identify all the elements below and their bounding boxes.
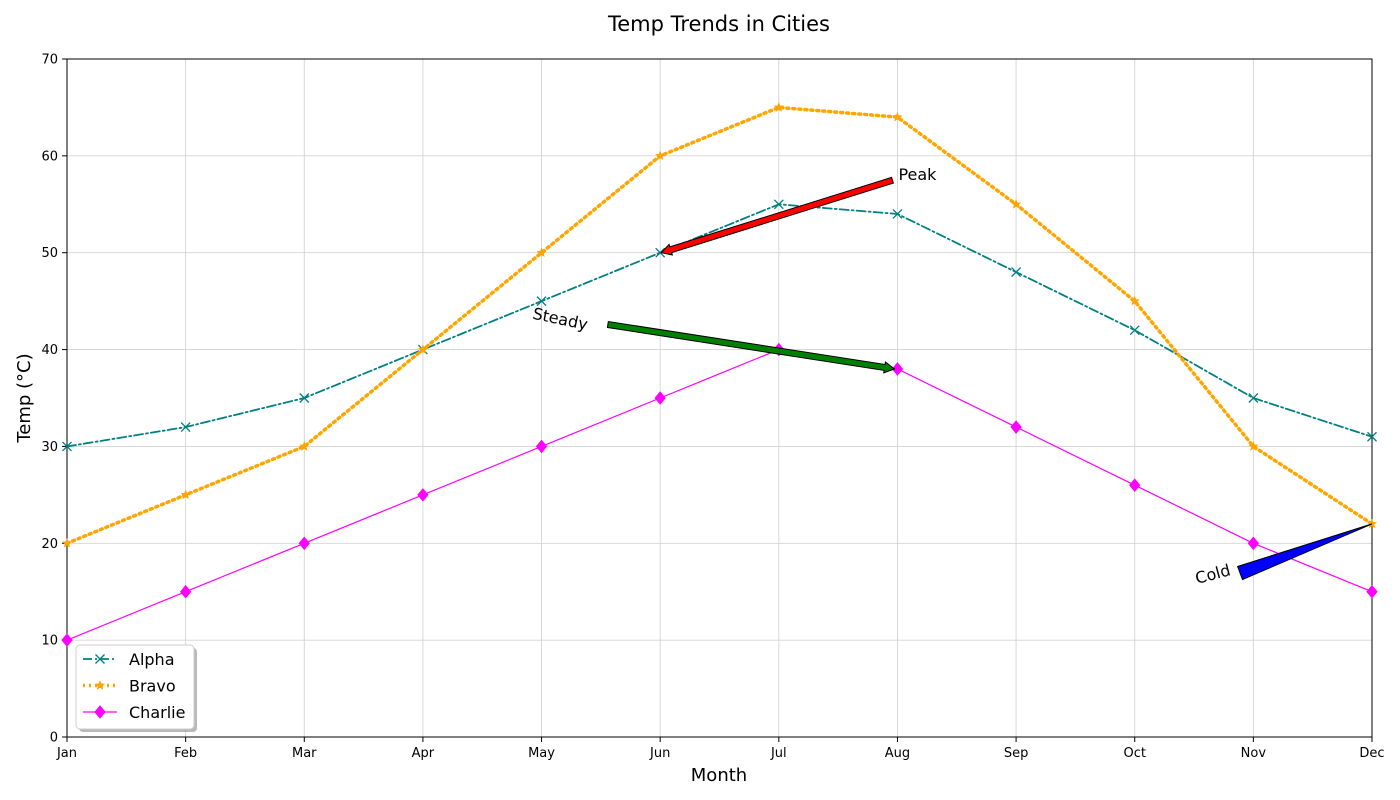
point-marker-diamond — [298, 536, 310, 551]
annotation-label: Peak — [898, 165, 937, 184]
point-marker-star — [892, 111, 903, 122]
y-tick-label: 50 — [41, 246, 58, 261]
y-tick-label: 30 — [41, 440, 58, 455]
annotation-arrow — [660, 176, 894, 256]
x-tick-label: Nov — [1241, 746, 1267, 761]
point-marker-x — [655, 247, 666, 258]
annotation-label: Steady — [531, 304, 589, 334]
point-marker-star — [1366, 518, 1378, 529]
point-marker-x — [773, 199, 784, 210]
point-marker-star — [655, 150, 666, 161]
point-marker-star — [1248, 441, 1259, 451]
legend-box — [75, 644, 195, 730]
chart-title: Temp Trends in Cities — [607, 12, 830, 36]
x-tick-label: Oct — [1123, 746, 1145, 761]
y-tick-label: 70 — [41, 53, 58, 68]
point-marker-x — [1011, 267, 1022, 278]
point-marker-diamond — [654, 391, 666, 405]
y-tick-label: 0 — [50, 731, 58, 746]
point-marker-diamond — [61, 633, 73, 647]
series-line — [65, 105, 1374, 546]
point-marker-x — [299, 393, 310, 403]
x-tick-label: Jul — [770, 746, 787, 761]
point-marker-diamond — [891, 362, 904, 376]
point-marker-diamond — [179, 584, 192, 599]
point-marker-diamond — [1247, 536, 1260, 551]
legend-label-alpha: Alpha — [129, 650, 175, 669]
x-tick-label: Aug — [885, 746, 910, 761]
point-marker-star — [180, 489, 191, 500]
point-marker-diamond — [1010, 420, 1022, 434]
point-marker-x — [1248, 393, 1259, 403]
point-marker-star — [94, 680, 106, 690]
y-axis-label: Temp (°C) — [14, 353, 35, 443]
annotations: Peak Steady Cold — [531, 165, 1373, 588]
annotation-arrow — [1236, 523, 1373, 581]
series-line — [66, 203, 1373, 448]
point-marker-diamond — [417, 488, 429, 502]
point-marker-star — [61, 538, 73, 548]
point-marker-x — [95, 654, 105, 664]
y-axis: 0 10 20 30 40 50 60 70 — [41, 53, 67, 746]
y-tick-label: 10 — [41, 634, 58, 649]
y-tick-label: 20 — [41, 537, 58, 552]
x-tick-label: Apr — [412, 746, 435, 761]
x-axis-label: Month — [691, 765, 747, 786]
point-marker-x — [62, 441, 72, 452]
point-marker-diamond — [94, 705, 106, 719]
x-tick-label: Jan — [56, 746, 77, 761]
series-charlie — [61, 342, 1378, 647]
point-marker-star — [417, 344, 428, 354]
point-marker-x — [1129, 325, 1140, 336]
grid-lines — [66, 58, 1373, 738]
x-tick-label: Sep — [1004, 746, 1029, 761]
y-tick-label: 40 — [41, 343, 58, 358]
y-tick-label: 60 — [41, 149, 58, 164]
x-axis: Jan Feb Mar Apr May Jun Jul Aug Sep Oct Nov Dec — [56, 737, 1385, 761]
point-marker-star — [1129, 295, 1140, 306]
point-marker-x — [180, 422, 191, 433]
x-tick-label: Jun — [649, 746, 670, 761]
point-marker-diamond — [1129, 478, 1141, 492]
legend: Alpha Bravo Charlie — [75, 644, 197, 732]
legend-label-bravo: Bravo — [129, 677, 176, 696]
x-tick-label: May — [528, 746, 555, 761]
point-marker-x — [892, 209, 903, 219]
point-marker-star — [299, 441, 310, 451]
point-marker-x — [536, 296, 547, 307]
series-bravo — [61, 102, 1378, 548]
point-marker-diamond — [535, 439, 548, 454]
x-tick-label: Mar — [292, 746, 317, 761]
annotation-arrow — [606, 320, 896, 374]
plot-frame — [66, 58, 1373, 738]
x-tick-label: Dec — [1359, 746, 1384, 761]
point-marker-x — [1367, 431, 1377, 442]
legend-label-charlie: Charlie — [129, 703, 185, 722]
point-marker-diamond — [1366, 584, 1378, 599]
point-marker-star — [773, 102, 784, 112]
series-line — [66, 348, 1373, 641]
point-marker-star — [536, 247, 547, 257]
x-tick-label: Feb — [174, 746, 197, 761]
annotation-label: Cold — [1193, 560, 1232, 588]
point-marker-star — [1011, 199, 1022, 209]
